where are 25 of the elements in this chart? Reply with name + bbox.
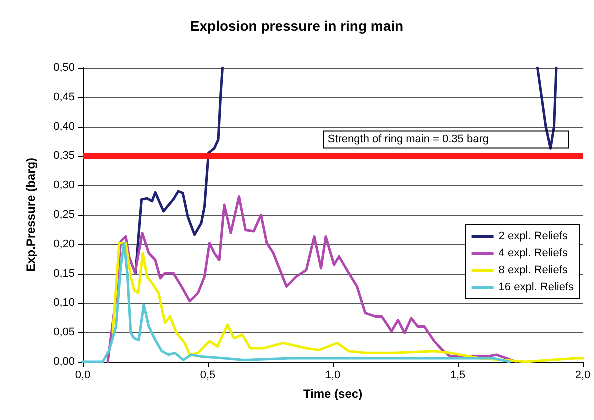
- y-tick-label: 0,40: [54, 120, 75, 133]
- y-tick-label: 0,30: [54, 180, 75, 192]
- y-tick-label: 0,25: [54, 209, 75, 221]
- y-tick-label: 0,50: [54, 62, 75, 74]
- legend-label: 4 expl. Reliefs: [498, 248, 568, 260]
- x-tick-label: 0,0: [75, 370, 91, 382]
- ref-line-label: Strength of ring main = 0.35 barg: [328, 134, 489, 146]
- x-axis-title: Time (sec): [303, 387, 363, 401]
- y-tick-label: 0,45: [54, 91, 75, 104]
- legend-label: 2 expl. Reliefs: [498, 230, 568, 242]
- line-series: [112, 242, 584, 364]
- y-tick-label: 0,15: [54, 268, 75, 280]
- x-tick-label: 2,0: [575, 370, 591, 382]
- legend-label: 16 expl. Reliefs: [498, 282, 574, 294]
- y-tick-label: 0,00: [54, 356, 75, 368]
- y-tick-label: 0,20: [54, 238, 75, 250]
- y-axis-title: Exp.Pressure (barg): [24, 158, 38, 272]
- y-tick-label: 0,05: [54, 326, 75, 339]
- x-tick-label: 0,5: [200, 370, 216, 382]
- x-tick-label: 1,0: [325, 370, 341, 382]
- y-tick-label: 0,35: [54, 150, 75, 162]
- x-tick-label: 1,5: [450, 370, 466, 382]
- chart-title: Explosion pressure in ring main: [190, 18, 404, 34]
- legend-label: 8 expl. Reliefs: [498, 264, 568, 276]
- y-tick-label: 0,10: [54, 297, 75, 310]
